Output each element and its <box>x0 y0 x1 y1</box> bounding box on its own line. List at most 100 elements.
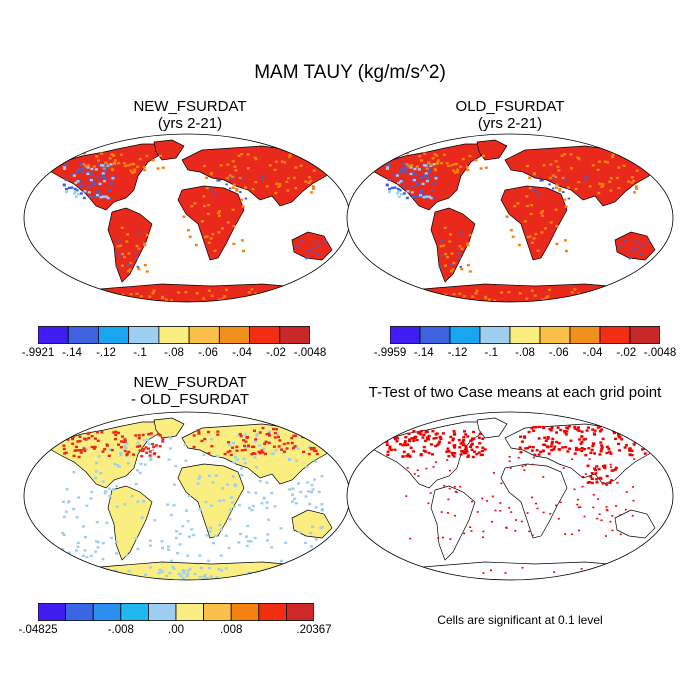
grid-cell <box>432 182 436 185</box>
grid-cell <box>491 495 494 498</box>
grid-cell <box>531 446 535 449</box>
colorbar-box <box>569 326 601 344</box>
grid-cell <box>481 497 484 500</box>
grid-cell <box>523 469 526 472</box>
grid-cell <box>573 427 577 430</box>
colorbar-label: -.1 <box>133 347 147 359</box>
grid-cell <box>217 568 221 571</box>
grid-cell <box>182 569 186 573</box>
grid-cell <box>412 430 416 433</box>
grid-cell <box>541 449 545 452</box>
grid-cell <box>102 195 106 198</box>
grid-cell <box>151 159 155 162</box>
colorbar-box <box>128 326 160 344</box>
grid-cell <box>550 442 554 445</box>
grid-cell <box>532 172 536 176</box>
panel-title-old-line2: (yrs 2-21) <box>477 115 543 132</box>
colorbar-label: -.008 <box>107 624 134 636</box>
grid-cell <box>211 232 215 236</box>
grid-cell <box>96 292 100 296</box>
grid-cell <box>302 294 306 297</box>
grid-cell <box>588 185 592 188</box>
grid-cell <box>92 195 96 199</box>
grid-cell <box>249 540 253 543</box>
grid-cell <box>443 264 447 267</box>
grid-cell <box>62 444 66 447</box>
grid-cell <box>253 429 257 433</box>
grid-cell <box>97 455 101 458</box>
grid-cell <box>58 550 62 554</box>
grid-cell <box>571 458 574 460</box>
grid-cell <box>643 452 647 455</box>
grid-cell <box>262 496 266 500</box>
grid-cell <box>549 512 552 515</box>
grid-cell <box>453 171 457 174</box>
grid-cell <box>255 466 259 469</box>
grid-cell <box>312 187 316 190</box>
grid-cell <box>629 256 633 259</box>
grid-cell <box>577 426 581 429</box>
grid-cell <box>311 247 314 250</box>
grid-cell <box>288 488 292 491</box>
grid-cell <box>156 167 160 170</box>
grid-cell <box>617 166 621 169</box>
grid-cell <box>92 567 96 571</box>
grid-cell <box>202 195 206 198</box>
grid-cell <box>393 173 397 176</box>
grid-cell <box>283 572 287 575</box>
grid-cell <box>240 239 244 242</box>
grid-cell <box>62 447 66 451</box>
grid-cell <box>406 453 410 456</box>
grid-cell <box>453 485 456 488</box>
grid-cell <box>310 191 314 194</box>
grid-cell <box>555 242 559 246</box>
grid-cell <box>508 460 511 463</box>
grid-cell <box>136 445 140 448</box>
grid-cell <box>446 447 450 450</box>
grid-cell <box>101 175 105 179</box>
grid-cell <box>447 164 451 168</box>
grid-cell <box>98 182 102 186</box>
grid-cell <box>60 552 64 555</box>
grid-cell <box>77 496 81 499</box>
grid-cell <box>168 571 172 575</box>
grid-cell <box>523 220 527 223</box>
grid-cell <box>75 289 79 293</box>
grid-cell <box>434 444 438 448</box>
grid-cell <box>96 540 100 544</box>
grid-cell <box>475 289 479 292</box>
grid-cell <box>566 427 570 430</box>
grid-cell <box>292 176 296 180</box>
grid-cell <box>127 450 131 454</box>
grid-cell <box>313 436 317 439</box>
grid-cell <box>258 431 262 434</box>
grid-cell <box>605 508 608 511</box>
grid-cell <box>271 427 275 431</box>
grid-cell <box>415 165 419 168</box>
grid-cell <box>477 451 481 454</box>
colorbar-box <box>120 603 149 621</box>
grid-cell <box>232 225 236 228</box>
grid-cell <box>511 235 515 238</box>
grid-cell <box>542 511 545 514</box>
grid-cell <box>142 499 146 503</box>
grid-cell <box>564 533 567 535</box>
grid-cell <box>81 554 85 558</box>
grid-cell <box>484 296 488 300</box>
grid-cell <box>595 465 599 468</box>
grid-cell <box>617 186 621 190</box>
grid-cell <box>386 450 390 453</box>
grid-cell <box>396 187 400 191</box>
grid-cell <box>519 451 523 454</box>
grid-cell <box>109 182 113 185</box>
grid-cell <box>621 292 625 296</box>
grid-cell <box>280 448 284 451</box>
grid-cell <box>425 430 429 433</box>
grid-cell <box>268 292 272 296</box>
grid-cell <box>226 483 230 486</box>
grid-cell <box>422 433 426 437</box>
grid-cell <box>181 524 185 528</box>
grid-cell <box>261 174 265 177</box>
grid-cell <box>62 183 66 186</box>
grid-cell <box>62 533 66 537</box>
